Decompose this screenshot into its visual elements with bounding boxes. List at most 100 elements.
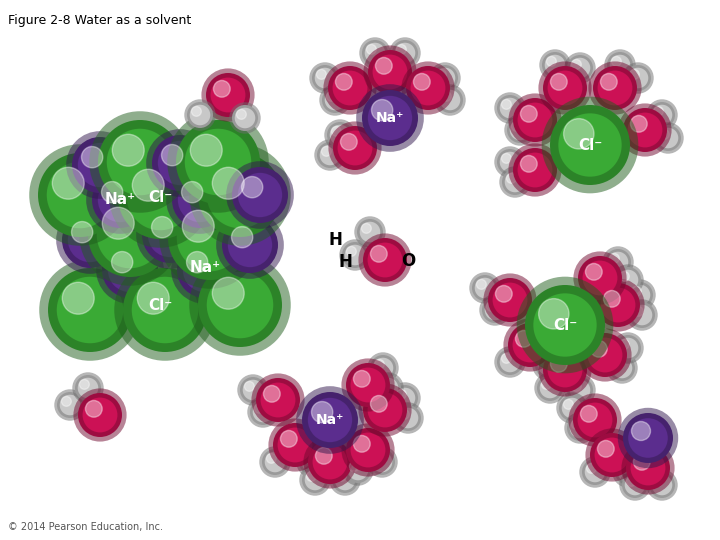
Circle shape bbox=[321, 146, 331, 156]
Circle shape bbox=[622, 472, 648, 498]
Circle shape bbox=[198, 153, 282, 237]
Circle shape bbox=[79, 380, 89, 389]
Circle shape bbox=[619, 340, 629, 349]
Circle shape bbox=[118, 155, 202, 239]
Circle shape bbox=[132, 169, 164, 201]
Circle shape bbox=[613, 360, 624, 369]
Circle shape bbox=[345, 457, 371, 483]
Circle shape bbox=[168, 196, 252, 280]
Circle shape bbox=[413, 73, 431, 90]
Circle shape bbox=[546, 56, 557, 66]
Circle shape bbox=[374, 454, 383, 463]
Circle shape bbox=[240, 377, 266, 403]
Circle shape bbox=[495, 286, 512, 302]
Circle shape bbox=[437, 87, 463, 113]
Circle shape bbox=[501, 153, 511, 163]
Circle shape bbox=[250, 399, 276, 425]
Circle shape bbox=[370, 355, 396, 381]
Text: H: H bbox=[328, 231, 342, 249]
Text: Cl⁻: Cl⁻ bbox=[578, 138, 602, 152]
Circle shape bbox=[487, 301, 496, 311]
Circle shape bbox=[57, 392, 83, 418]
Circle shape bbox=[112, 252, 132, 273]
Circle shape bbox=[266, 454, 276, 463]
Text: Figure 2-8 Water as a solvent: Figure 2-8 Water as a solvent bbox=[8, 14, 192, 27]
Circle shape bbox=[572, 381, 581, 391]
Circle shape bbox=[369, 449, 395, 475]
Circle shape bbox=[374, 360, 384, 369]
Circle shape bbox=[361, 224, 372, 233]
Circle shape bbox=[578, 256, 622, 300]
Circle shape bbox=[376, 57, 392, 74]
Circle shape bbox=[582, 459, 608, 485]
Circle shape bbox=[161, 145, 183, 166]
Circle shape bbox=[363, 238, 407, 282]
Circle shape bbox=[187, 102, 213, 128]
Circle shape bbox=[573, 398, 617, 442]
Circle shape bbox=[78, 393, 122, 437]
Circle shape bbox=[551, 355, 567, 372]
Circle shape bbox=[432, 65, 458, 91]
Circle shape bbox=[232, 167, 288, 223]
Circle shape bbox=[623, 108, 667, 152]
Circle shape bbox=[580, 406, 597, 422]
Circle shape bbox=[176, 120, 260, 204]
Circle shape bbox=[302, 392, 358, 448]
Circle shape bbox=[327, 122, 353, 148]
Circle shape bbox=[212, 277, 244, 309]
Circle shape bbox=[629, 302, 655, 328]
Circle shape bbox=[654, 476, 663, 487]
Circle shape bbox=[88, 193, 172, 277]
Circle shape bbox=[593, 66, 637, 110]
Circle shape bbox=[655, 125, 681, 151]
Circle shape bbox=[542, 52, 568, 78]
Circle shape bbox=[182, 210, 215, 242]
Circle shape bbox=[535, 352, 561, 378]
Circle shape bbox=[572, 59, 581, 69]
Text: © 2014 Pearson Education, Inc.: © 2014 Pearson Education, Inc. bbox=[8, 522, 163, 532]
Circle shape bbox=[400, 409, 409, 419]
Circle shape bbox=[623, 413, 673, 463]
Text: Na⁺: Na⁺ bbox=[104, 192, 135, 207]
Circle shape bbox=[472, 275, 498, 301]
Circle shape bbox=[264, 386, 280, 402]
Circle shape bbox=[303, 454, 313, 463]
Circle shape bbox=[596, 283, 640, 327]
Circle shape bbox=[392, 40, 418, 66]
Circle shape bbox=[308, 440, 352, 484]
Circle shape bbox=[537, 375, 563, 401]
Circle shape bbox=[336, 73, 352, 90]
Circle shape bbox=[397, 389, 406, 399]
Circle shape bbox=[354, 435, 370, 452]
Circle shape bbox=[550, 105, 630, 185]
Circle shape bbox=[559, 395, 585, 421]
Circle shape bbox=[181, 181, 203, 203]
Circle shape bbox=[521, 105, 537, 122]
Circle shape bbox=[406, 66, 450, 110]
Circle shape bbox=[539, 299, 569, 329]
Circle shape bbox=[497, 95, 523, 121]
Circle shape bbox=[281, 430, 297, 447]
Circle shape bbox=[190, 134, 222, 166]
Circle shape bbox=[371, 246, 387, 262]
Circle shape bbox=[232, 226, 253, 248]
Circle shape bbox=[244, 381, 254, 391]
Circle shape bbox=[273, 423, 317, 467]
Text: Cl⁻: Cl⁻ bbox=[148, 190, 172, 205]
Circle shape bbox=[326, 91, 336, 102]
Circle shape bbox=[342, 242, 368, 268]
Circle shape bbox=[349, 461, 359, 471]
Circle shape bbox=[341, 133, 357, 150]
Circle shape bbox=[586, 463, 596, 473]
Circle shape bbox=[312, 402, 333, 423]
Circle shape bbox=[609, 355, 635, 381]
Circle shape bbox=[506, 173, 516, 183]
Circle shape bbox=[172, 172, 228, 228]
Circle shape bbox=[206, 73, 250, 117]
Circle shape bbox=[649, 472, 675, 498]
Text: H: H bbox=[338, 253, 352, 271]
Text: Cl⁻: Cl⁻ bbox=[553, 318, 577, 333]
Circle shape bbox=[198, 263, 282, 347]
Circle shape bbox=[61, 396, 71, 406]
Circle shape bbox=[541, 380, 552, 389]
